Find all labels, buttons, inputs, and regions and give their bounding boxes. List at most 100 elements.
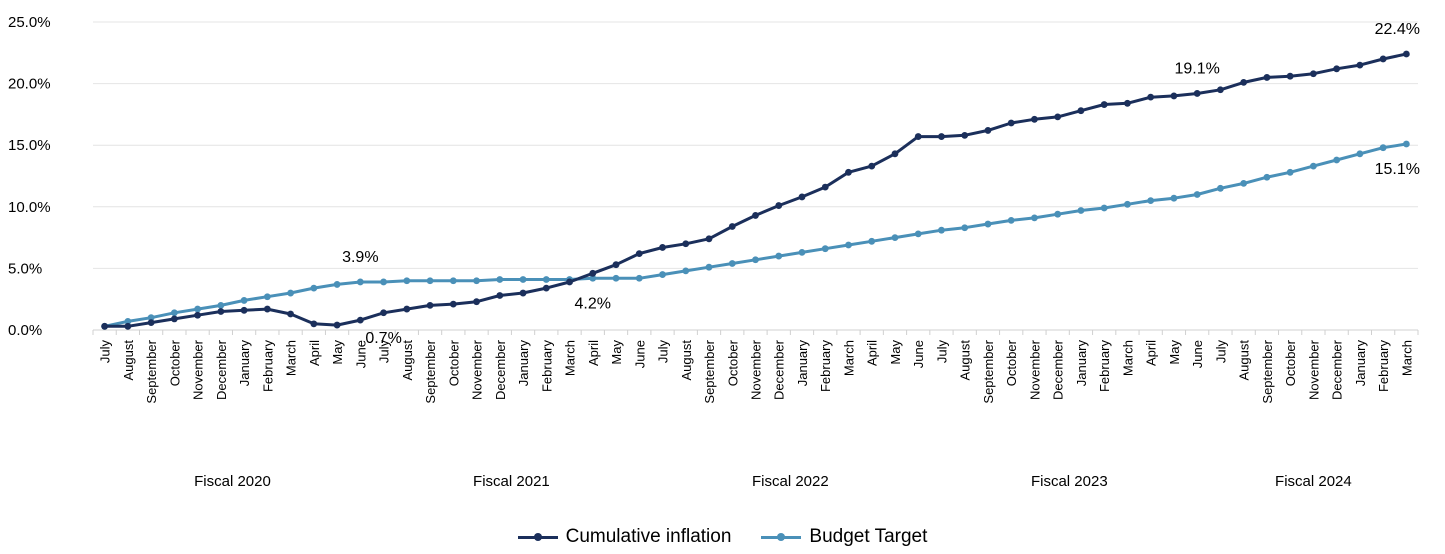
data-point [403, 277, 411, 285]
data-point [356, 316, 364, 324]
x-tick-label: July [656, 340, 671, 364]
x-tick-label: October [1004, 339, 1019, 386]
data-point [1402, 50, 1410, 58]
data-point [1124, 99, 1131, 107]
x-tick-label: December [214, 339, 229, 400]
data-point [263, 305, 271, 313]
data-point [635, 250, 643, 258]
data-point [287, 310, 294, 318]
x-tick-label: March [284, 340, 299, 376]
data-point [426, 277, 434, 285]
data-point [1263, 173, 1271, 181]
x-tick-label: July [98, 340, 113, 364]
fiscal-group-label: Fiscal 2022 [752, 473, 829, 490]
data-point [101, 322, 109, 330]
data-label: 3.9% [342, 249, 378, 266]
data-point [1333, 156, 1341, 164]
data-point [659, 244, 666, 251]
data-point [705, 263, 713, 271]
data-point [682, 267, 690, 275]
data-point [659, 271, 666, 278]
fiscal-group-label: Fiscal 2020 [194, 473, 271, 490]
data-point [1240, 78, 1248, 86]
x-tick-label: July [377, 340, 392, 364]
x-tick-label: May [609, 340, 624, 365]
data-point [1379, 144, 1387, 152]
data-point [1054, 113, 1062, 121]
data-point [1007, 216, 1015, 224]
x-tick-label: April [307, 340, 322, 366]
x-tick-label: November [1306, 339, 1321, 400]
data-point [1333, 65, 1341, 73]
data-point [217, 308, 225, 315]
data-point [1170, 194, 1178, 202]
x-tick-label: June [353, 340, 368, 368]
data-point [542, 276, 550, 283]
data-point [240, 297, 248, 304]
x-tick-label: September [1260, 339, 1275, 403]
data-point [589, 274, 597, 282]
x-tick-label: November [1027, 339, 1042, 400]
x-tick-label: May [1167, 340, 1182, 365]
data-label: 0.7% [365, 330, 401, 347]
data-point [170, 315, 178, 323]
data-point [984, 220, 992, 228]
data-point [496, 292, 504, 299]
data-label: 15.1% [1375, 161, 1420, 178]
data-point [938, 226, 945, 234]
data-point [1217, 86, 1224, 94]
x-tick-label: August [1237, 340, 1252, 381]
data-point [914, 133, 922, 140]
x-tick-label: March [841, 340, 856, 376]
x-tick-label: November [191, 339, 206, 400]
x-tick-label: November [470, 339, 485, 400]
data-point [147, 314, 155, 322]
data-point [798, 193, 806, 201]
data-point [287, 289, 294, 297]
x-tick-label: January [1074, 340, 1089, 387]
x-tick-label: December [493, 339, 508, 400]
data-point [473, 298, 480, 306]
x-tick-label: July [1213, 340, 1228, 364]
data-point [961, 224, 969, 232]
data-point [194, 305, 202, 313]
data-point [519, 289, 527, 297]
data-point [333, 321, 341, 329]
x-tick-label: October [167, 339, 182, 386]
y-tick-label: 5.0% [8, 260, 42, 277]
data-point [728, 260, 736, 267]
legend: Cumulative inflation Budget Target [0, 526, 1445, 548]
data-point [356, 278, 364, 286]
x-tick-label: June [632, 340, 647, 368]
legend-swatch-budget-target [761, 528, 802, 546]
x-tick-label: February [260, 340, 275, 393]
data-point [1147, 197, 1155, 205]
x-tick-label: August [679, 340, 694, 381]
data-point [1193, 90, 1201, 97]
data-point [194, 311, 202, 319]
data-point [682, 240, 690, 248]
data-point [589, 269, 597, 277]
x-tick-label: May [888, 340, 903, 365]
data-label: 19.1% [1174, 60, 1219, 77]
data-point [1124, 200, 1131, 208]
data-point [1356, 150, 1364, 158]
x-tick-label: February [818, 340, 833, 393]
x-tick-label: November [749, 339, 764, 400]
data-label: 22.4% [1375, 21, 1420, 38]
data-point [473, 277, 480, 285]
data-point [519, 276, 527, 283]
data-point [542, 284, 550, 292]
data-point [1147, 93, 1155, 101]
data-point [1031, 115, 1038, 123]
data-point [170, 309, 178, 317]
data-point [217, 301, 225, 309]
data-point [1077, 207, 1085, 214]
data-point [403, 305, 411, 313]
data-point [752, 256, 759, 264]
x-tick-label: April [586, 340, 601, 366]
x-tick-label: March [1399, 340, 1414, 376]
data-point [1309, 162, 1317, 170]
y-tick-label: 20.0% [8, 76, 51, 93]
x-tick-label: March [1120, 340, 1135, 376]
